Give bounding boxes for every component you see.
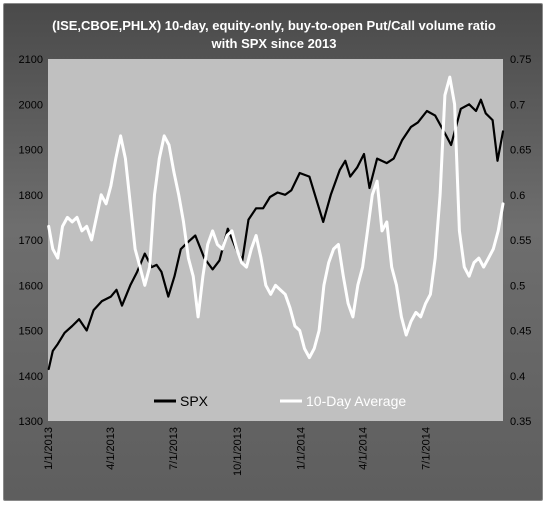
left-axis: 1300 1400 1500 1600 1700 1800 1900 2000 2100: [19, 54, 43, 428]
y-right-tick-0.5: 0.5: [510, 280, 525, 292]
y-left-tick-1500: 1500: [19, 326, 43, 338]
y-left-tick-1600: 1600: [19, 280, 43, 292]
y-right-tick-0.55: 0.55: [510, 235, 531, 247]
series-layer: [47, 75, 505, 371]
y-left-tick-1300: 1300: [19, 416, 43, 428]
chart-frame: (ISE,CBOE,PHLX) 10-day, equity-only, buy…: [3, 3, 543, 501]
plot-area: [48, 59, 503, 421]
x-axis: 1/1/2013 4/1/2013 7/1/2013 10/1/2013 1/1/201…: [43, 427, 433, 476]
x-tick-1-1-2014: 1/1/2014: [295, 427, 307, 470]
x-tick-7-1-2014: 7/1/2014: [421, 427, 433, 470]
y-left-tick-2000: 2000: [19, 99, 43, 111]
right-axis: 0.35 0.4 0.45 0.5 0.55 0.6 0.65 0.7 0.75: [510, 54, 531, 428]
y-right-tick-0.7: 0.7: [510, 99, 525, 111]
chart-svg: (ISE,CBOE,PHLX) 10-day, equity-only, buy…: [19, 18, 532, 476]
y-right-tick-0.65: 0.65: [510, 145, 531, 157]
y-right-tick-0.75: 0.75: [510, 54, 531, 66]
x-tick-1-1-2013: 1/1/2013: [43, 427, 55, 470]
chart-title-line-2: with SPX since 2013: [210, 36, 336, 51]
y-left-tick-1900: 1900: [19, 145, 43, 157]
y-right-tick-0.35: 0.35: [510, 416, 531, 428]
x-tick-7-1-2013: 7/1/2013: [168, 427, 180, 470]
y-left-tick-1700: 1700: [19, 235, 43, 247]
y-right-tick-0.45: 0.45: [510, 326, 531, 338]
x-tick-10-1-2013: 10/1/2013: [232, 427, 244, 476]
y-left-tick-2100: 2100: [19, 54, 43, 66]
x-tick-4-1-2014: 4/1/2014: [358, 427, 370, 470]
legend: SPX 10-Day Average: [154, 393, 406, 409]
x-tick-4-1-2013: 4/1/2013: [105, 427, 117, 470]
chart-title-line-1: (ISE,CBOE,PHLX) 10-day, equity-only, buy…: [52, 18, 496, 33]
legend-label-10-day-average: 10-Day Average: [306, 393, 406, 409]
y-right-tick-0.4: 0.4: [510, 371, 525, 383]
y-left-tick-1400: 1400: [19, 371, 43, 383]
y-right-tick-0.6: 0.6: [510, 190, 525, 202]
legend-label-spx: SPX: [180, 393, 209, 409]
y-left-tick-1800: 1800: [19, 190, 43, 202]
